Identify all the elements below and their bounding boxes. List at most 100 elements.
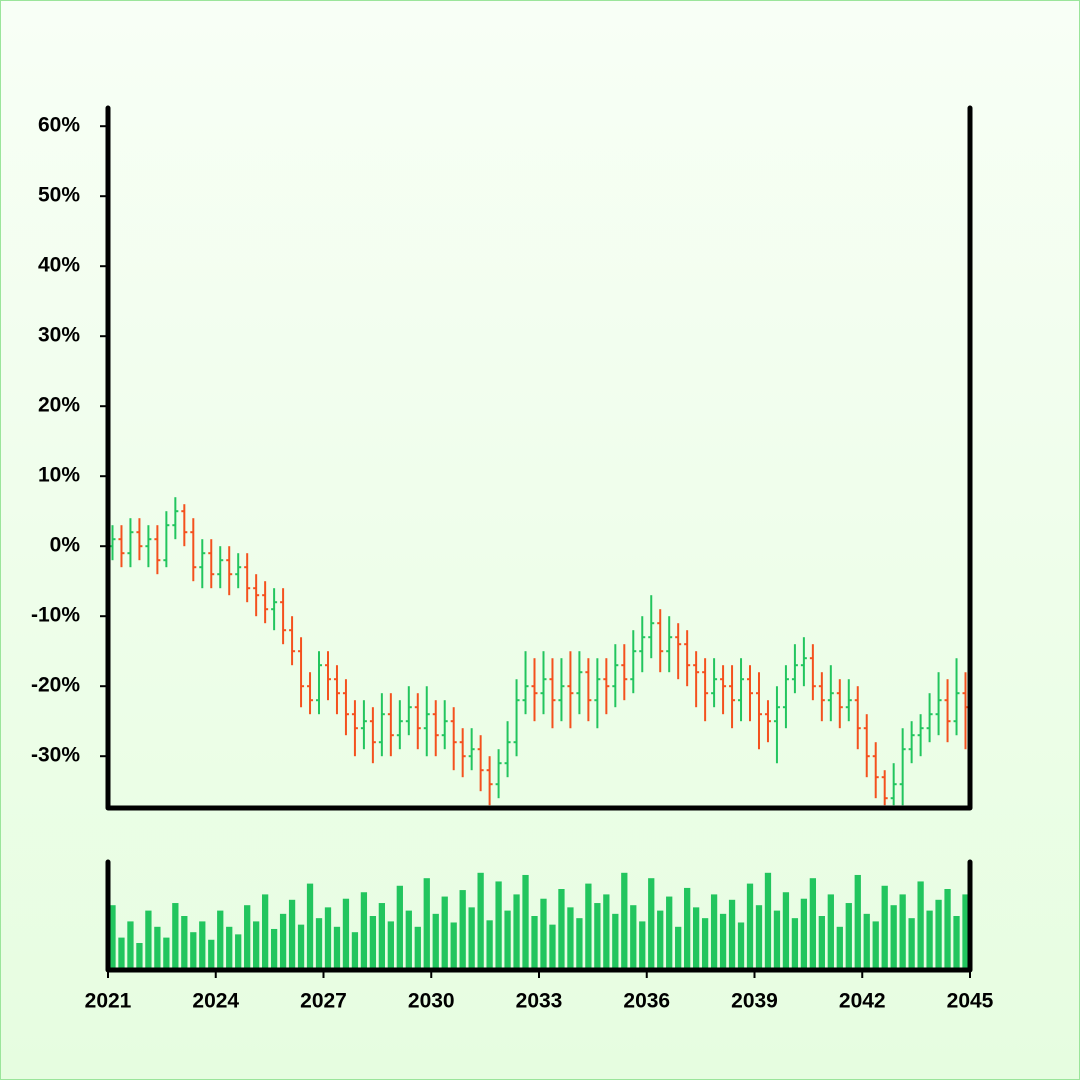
volume-bar	[477, 872, 484, 970]
volume-bar	[585, 883, 592, 970]
volume-bar	[244, 905, 251, 970]
volume-bar	[675, 926, 682, 970]
volume-bar	[181, 916, 188, 970]
volume-bar	[908, 918, 915, 970]
volume-bar	[468, 907, 475, 970]
volume-bar	[684, 887, 691, 970]
volume-bar	[764, 872, 772, 970]
volume-bar	[351, 932, 359, 970]
volume-bar	[737, 922, 745, 970]
volume-bar	[226, 926, 233, 970]
volume-bar	[288, 899, 296, 970]
volume-bar	[217, 910, 224, 970]
x-tick-label: 2027	[300, 990, 347, 1013]
volume-bar	[926, 910, 933, 970]
y-tick-label: -30%	[31, 744, 80, 767]
volume-bar	[441, 896, 448, 970]
volume-bar	[962, 894, 969, 970]
volume-bar	[558, 889, 565, 970]
volume-bar	[297, 924, 305, 970]
volume-bar	[109, 905, 116, 970]
x-tick-label: 2036	[623, 990, 670, 1013]
volume-bar	[666, 896, 673, 970]
volume-bar	[127, 921, 134, 970]
x-tick-label: 2030	[408, 990, 455, 1013]
volume-bar	[163, 937, 170, 970]
volume-bar	[172, 903, 179, 970]
volume-bar	[235, 934, 242, 970]
volume-bar	[253, 921, 260, 970]
volume-bar	[414, 926, 421, 970]
y-tick-label: -20%	[31, 674, 80, 697]
volume-bar	[306, 883, 314, 970]
volume-bar	[333, 926, 341, 970]
volume-axes	[105, 859, 973, 973]
y-tick-label: 40%	[38, 254, 80, 277]
x-tick-label: 2024	[192, 990, 239, 1013]
volume-bar	[279, 913, 287, 970]
volume-bar	[531, 916, 538, 970]
volume-bar	[387, 921, 394, 970]
x-tick-label: 2021	[85, 990, 132, 1013]
volume-bar	[800, 898, 808, 970]
volume-bar	[118, 937, 125, 970]
volume-bar	[935, 899, 942, 970]
volume-bar	[199, 921, 206, 970]
volume-bar	[603, 894, 610, 970]
volume-bar	[827, 894, 834, 970]
volume-bar	[710, 894, 718, 970]
volume-bar	[782, 892, 790, 970]
volume-bar	[261, 894, 269, 970]
volume-bar	[791, 918, 799, 970]
volume-bar	[728, 899, 736, 970]
volume-bar	[378, 903, 386, 970]
y-tick-label: -10%	[31, 604, 80, 627]
volume-bar	[145, 910, 152, 970]
volume-bar	[944, 889, 951, 970]
volume-bar	[450, 922, 457, 970]
volume-bar	[136, 943, 143, 970]
y-tick-label: 30%	[38, 324, 80, 347]
volume-bar	[630, 905, 637, 970]
volume-bar	[719, 913, 727, 970]
volume-bar	[890, 905, 897, 970]
volume-bar	[953, 916, 960, 970]
volume-bar	[540, 898, 547, 970]
volume-bar	[863, 913, 870, 970]
volume-bar	[190, 932, 197, 970]
price-axes	[105, 105, 973, 811]
volume-bar	[360, 892, 368, 970]
volume-bar	[423, 878, 430, 970]
y-tick-label: 0%	[50, 534, 81, 557]
volume-bar	[576, 918, 583, 970]
volume-bar	[342, 898, 350, 970]
volume-bar	[917, 881, 924, 970]
volume-bar	[692, 907, 700, 970]
volume-bar	[612, 913, 619, 970]
volume-bar	[594, 903, 601, 970]
volume-bar	[773, 910, 781, 970]
volume-bar	[567, 907, 574, 970]
x-tick-label: 2039	[731, 990, 778, 1013]
volume-bar	[657, 910, 664, 970]
volume-bar	[899, 894, 906, 970]
volume-bar	[270, 928, 278, 970]
volume-bar	[854, 874, 861, 970]
x-tick-label: 2033	[516, 990, 563, 1013]
volume-bar	[504, 910, 511, 970]
volume-bar	[513, 894, 520, 970]
volume-bar	[459, 890, 466, 970]
y-tick-label: 60%	[38, 114, 80, 137]
volume-bar	[405, 910, 412, 970]
volume-bar	[315, 918, 323, 970]
volume-bar	[495, 881, 502, 970]
volume-bar	[746, 883, 754, 970]
volume-bar	[701, 918, 709, 970]
y-tick-label: 20%	[38, 394, 80, 417]
volume-bar	[881, 885, 888, 970]
volume-bar	[755, 905, 763, 970]
y-tick-label: 10%	[38, 464, 80, 487]
volume-bar	[845, 903, 852, 970]
